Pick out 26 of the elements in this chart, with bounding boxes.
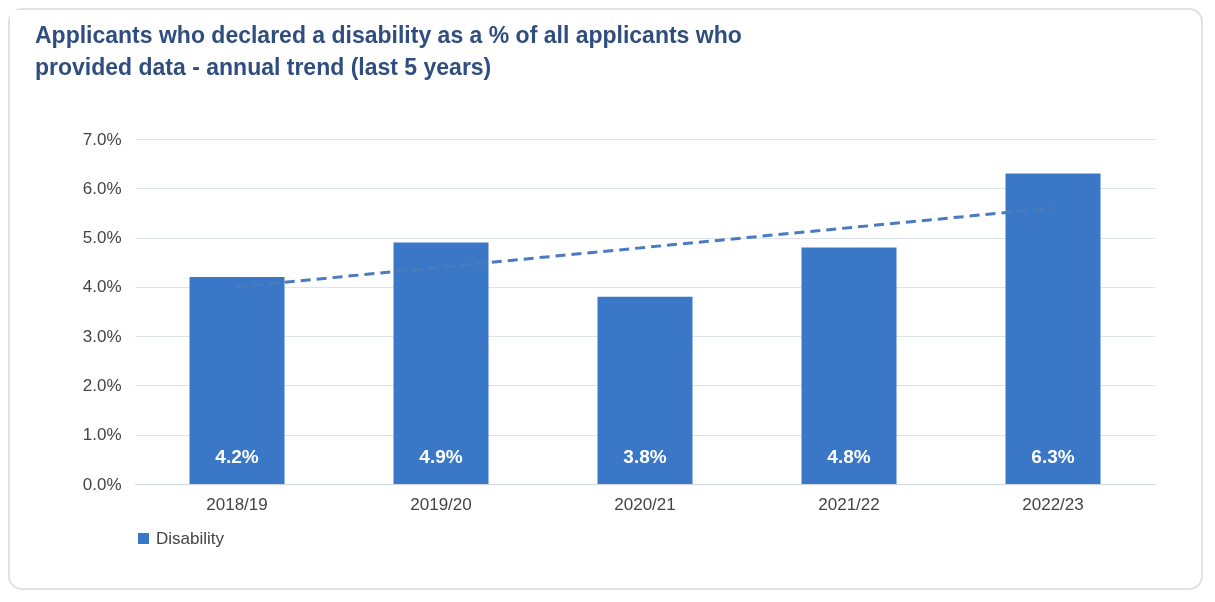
data-label: 4.8%	[827, 446, 871, 467]
x-tick-label: 2018/19	[206, 494, 268, 514]
data-label: 3.8%	[623, 446, 667, 467]
data-label: 4.2%	[215, 446, 259, 467]
bar	[597, 296, 693, 484]
bar	[189, 277, 285, 484]
y-tick-label: 0.0%	[82, 474, 122, 494]
data-label: 4.9%	[419, 446, 463, 467]
y-tick-label: 4.0%	[82, 277, 122, 297]
y-tick-label: 5.0%	[82, 228, 122, 248]
y-tick-label: 7.0%	[82, 129, 122, 149]
bar	[393, 242, 489, 484]
line-series	[235, 206, 1055, 289]
x-tick-label: 2021/22	[818, 494, 880, 514]
x-tick-label: 2019/20	[410, 494, 472, 514]
y-tick-label: 2.0%	[82, 375, 122, 395]
x-tick-label: 2022/23	[1022, 494, 1084, 514]
y-tick-label: 6.0%	[82, 178, 122, 198]
legend-label: Disability	[156, 528, 225, 548]
chart-title: Applicants who declared a disability as a % of all applicants who provided data - annual trend (last 5 years)	[35, 22, 742, 80]
x-tick-label: 2020/21	[614, 494, 676, 514]
bar	[801, 247, 897, 484]
data-label: 6.3%	[1031, 446, 1075, 467]
y-tick-label: 3.0%	[82, 326, 122, 346]
bar	[1005, 173, 1101, 484]
y-tick-label: 1.0%	[82, 425, 122, 445]
